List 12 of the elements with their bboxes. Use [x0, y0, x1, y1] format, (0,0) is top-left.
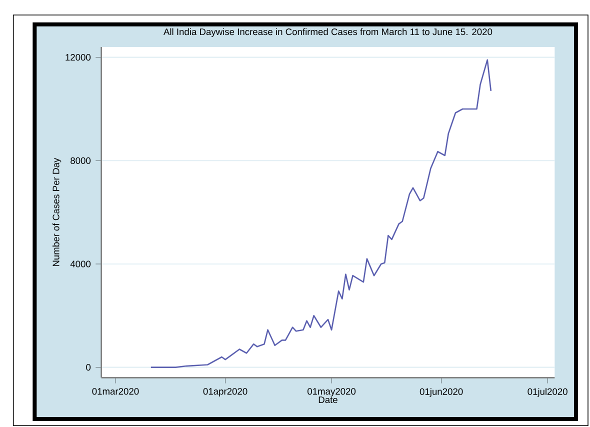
x-tick-label: 01apr2020 [203, 388, 248, 397]
chart-title: All India Daywise Increase in Confirmed Cases from March 11 to June 15. 2020 [163, 28, 492, 37]
y-tick-label: 4000 [70, 260, 91, 268]
x-axis-title: Date [318, 396, 338, 404]
x-tick-label: 01mar2020 [92, 388, 139, 395]
x-tick-label: 01jun2020 [420, 388, 463, 397]
x-tick-label: 01jul2020 [528, 388, 568, 397]
y-tick-label: 0 [86, 364, 91, 371]
y-tick-label: 12000 [66, 54, 91, 61]
x-tick-label: 01may2020 [308, 388, 356, 397]
y-tick-label: 8000 [70, 157, 91, 164]
y-axis-title: Number of Cases Per Day [52, 158, 62, 266]
